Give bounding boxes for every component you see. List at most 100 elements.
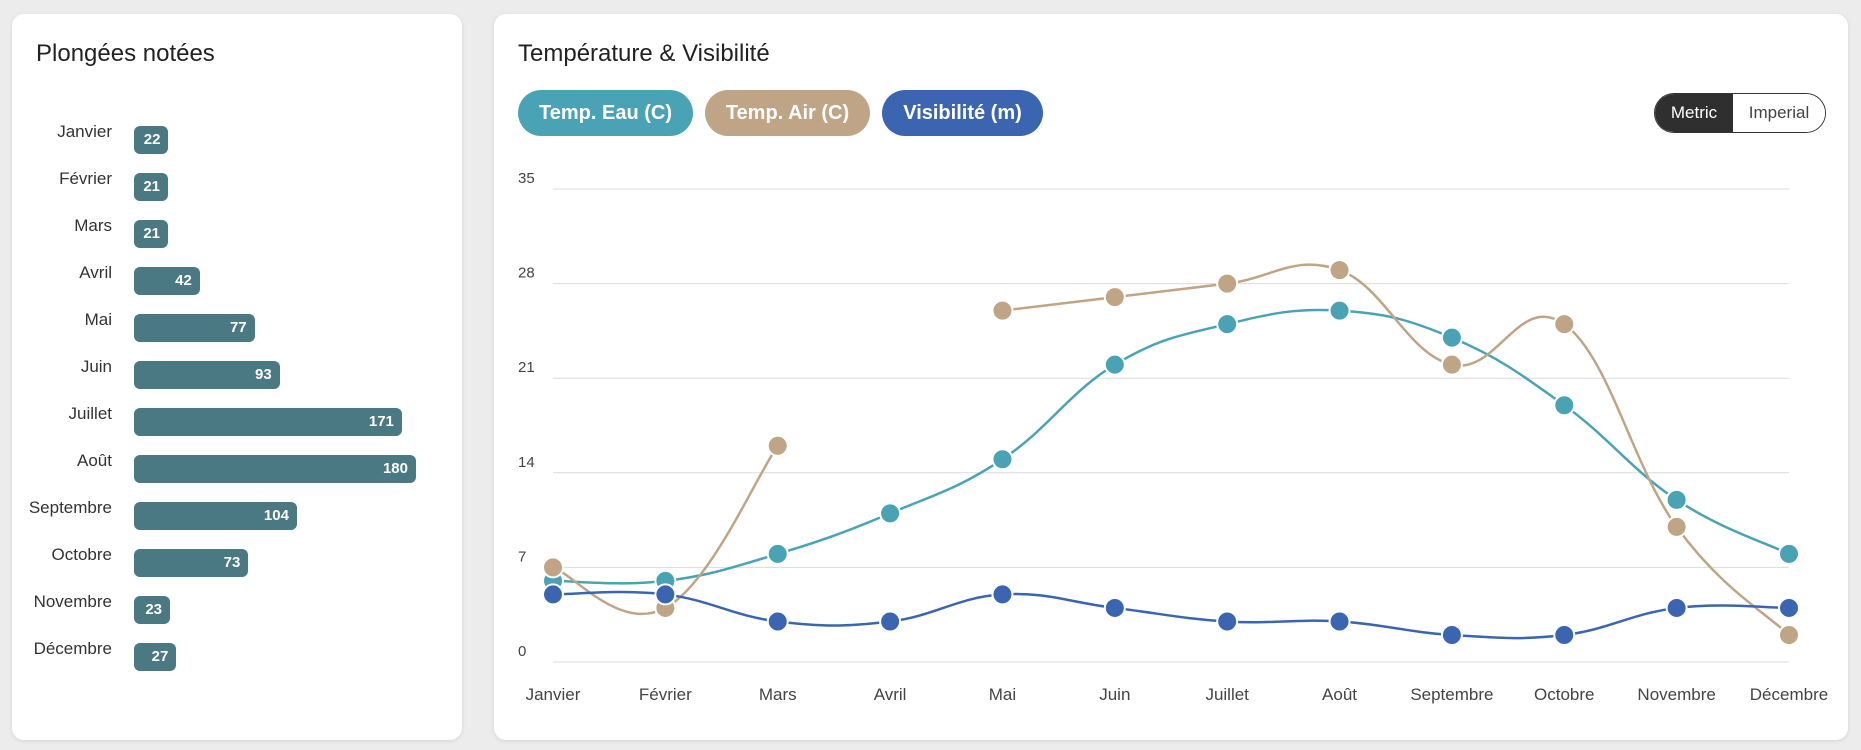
dive-bar-row: Mai 77 — [12, 308, 462, 342]
legend-air-temp-button[interactable]: Temp. Air (C) — [705, 90, 870, 136]
dive-count-bar: 42 — [134, 267, 200, 295]
dive-bar-row: Décembre 27 — [12, 637, 462, 671]
series-point — [1216, 272, 1239, 295]
y-tick-label: 28 — [518, 265, 535, 282]
dive-bar-row: Juillet 171 — [12, 402, 462, 436]
series-point — [1440, 326, 1463, 349]
dive-count-bar: 77 — [134, 314, 255, 342]
legend-visibility-button[interactable]: Visibilité (m) — [882, 90, 1043, 136]
series-point — [542, 583, 564, 606]
series-point — [1553, 623, 1576, 646]
x-tick-label: Mai — [989, 685, 1016, 704]
dive-count-bar: 27 — [134, 643, 177, 671]
x-tick-label: Février — [639, 685, 692, 704]
dive-month-label: Mars — [74, 216, 112, 235]
dive-month-label: Juin — [80, 357, 112, 376]
dives-bar-chart: Janvier 22 Février 21 Mars 21 Avril 42 Mai 77 Juin… — [12, 14, 462, 740]
series-point — [1328, 299, 1351, 322]
series-line — [552, 590, 1790, 640]
dive-month-label: Mai — [84, 310, 112, 329]
temp-visibility-card: Température & Visibilité Temp. Eau (C) T… — [494, 14, 1848, 740]
series-point — [766, 610, 789, 633]
series-point — [1216, 313, 1239, 336]
dive-month-label: Décembre — [33, 639, 112, 658]
x-tick-label: Décembre — [1750, 685, 1828, 704]
series-point — [1665, 596, 1688, 619]
x-tick-label: Novembre — [1637, 685, 1715, 704]
dive-bar-row: Septembre 104 — [12, 496, 462, 530]
dive-bar-row: Juin 93 — [12, 355, 462, 389]
y-tick-label: 7 — [518, 548, 526, 565]
dive-count-bar: 180 — [134, 455, 416, 483]
series-point — [1778, 542, 1800, 565]
series-point — [766, 542, 789, 565]
dive-month-label: Février — [59, 169, 112, 188]
series-point — [879, 502, 902, 525]
dive-count-bar: 104 — [134, 502, 297, 530]
dive-count-bar: 23 — [134, 596, 171, 624]
dive-bar-row: Avril 42 — [12, 261, 462, 295]
dive-month-label: Janvier — [57, 122, 112, 141]
series-point — [1778, 623, 1800, 646]
imperial-toggle-button[interactable]: Imperial — [1733, 94, 1825, 132]
dive-month-label: Juillet — [68, 404, 112, 423]
dive-month-label: Août — [77, 451, 112, 470]
series-point — [1553, 394, 1576, 417]
unit-toggle: Metric Imperial — [1654, 93, 1826, 133]
series-point — [1440, 353, 1463, 376]
y-tick-label: 0 — [518, 643, 526, 660]
series-point — [1216, 610, 1239, 633]
x-tick-label: Juin — [1099, 685, 1130, 704]
series-point — [879, 610, 902, 633]
series-point — [991, 299, 1014, 322]
x-tick-label: Septembre — [1410, 685, 1493, 704]
y-tick-label: 21 — [518, 359, 535, 376]
dive-count-bar: 21 — [134, 220, 168, 248]
metric-toggle-button[interactable]: Metric — [1655, 94, 1733, 132]
legend-water-temp-button[interactable]: Temp. Eau (C) — [518, 90, 693, 136]
dive-bar-row: Mars 21 — [12, 214, 462, 248]
series-point — [1665, 515, 1688, 538]
y-tick-label: 35 — [518, 170, 535, 187]
series-line — [1002, 263, 1790, 636]
series-point — [1553, 313, 1576, 336]
line-chart: 0 7 14 21 28 35 Janvier Février Mars Avril Mai Juin… — [518, 170, 1828, 704]
y-tick-label: 14 — [518, 454, 535, 471]
series-point — [1778, 596, 1800, 619]
series-point — [1440, 623, 1463, 646]
x-tick-label: Avril — [874, 685, 907, 704]
dive-count-bar: 93 — [134, 361, 280, 389]
series-point — [991, 448, 1014, 471]
series-point — [766, 434, 789, 457]
dives-title: Plongées notées — [36, 40, 215, 67]
series-line — [552, 308, 1790, 585]
series-point — [1328, 610, 1351, 633]
dive-bar-row: Février 21 — [12, 167, 462, 201]
x-tick-label: Mars — [759, 685, 797, 704]
series-point — [1328, 259, 1351, 282]
dive-count-bar: 21 — [134, 173, 168, 201]
dive-bar-row: Octobre 73 — [12, 543, 462, 577]
dives-card: Plongées notées Janvier 22 Février 21 Mars 21… — [12, 14, 462, 740]
x-tick-label: Août — [1322, 685, 1357, 704]
x-tick-label: Janvier — [526, 685, 581, 704]
dive-count-bar: 171 — [134, 408, 402, 436]
series-point — [1665, 488, 1688, 511]
dive-month-label: Avril — [79, 263, 112, 282]
series-point — [1103, 353, 1126, 376]
series-point — [991, 583, 1014, 606]
dive-count-bar: 73 — [134, 549, 249, 577]
dive-bar-row: Novembre 23 — [12, 590, 462, 624]
dive-month-label: Octobre — [51, 545, 112, 564]
series-point — [542, 556, 564, 579]
dive-bar-row: Août 180 — [12, 449, 462, 483]
dive-month-label: Septembre — [28, 498, 112, 517]
series-point — [654, 583, 677, 606]
x-tick-label: Juillet — [1205, 685, 1249, 704]
dive-month-label: Novembre — [33, 592, 112, 611]
temp-visibility-title: Température & Visibilité — [518, 40, 770, 67]
dive-bar-row: Janvier 22 — [12, 120, 462, 154]
dive-count-bar: 22 — [134, 126, 169, 154]
x-tick-label: Octobre — [1534, 685, 1594, 704]
series-point — [1103, 596, 1126, 619]
